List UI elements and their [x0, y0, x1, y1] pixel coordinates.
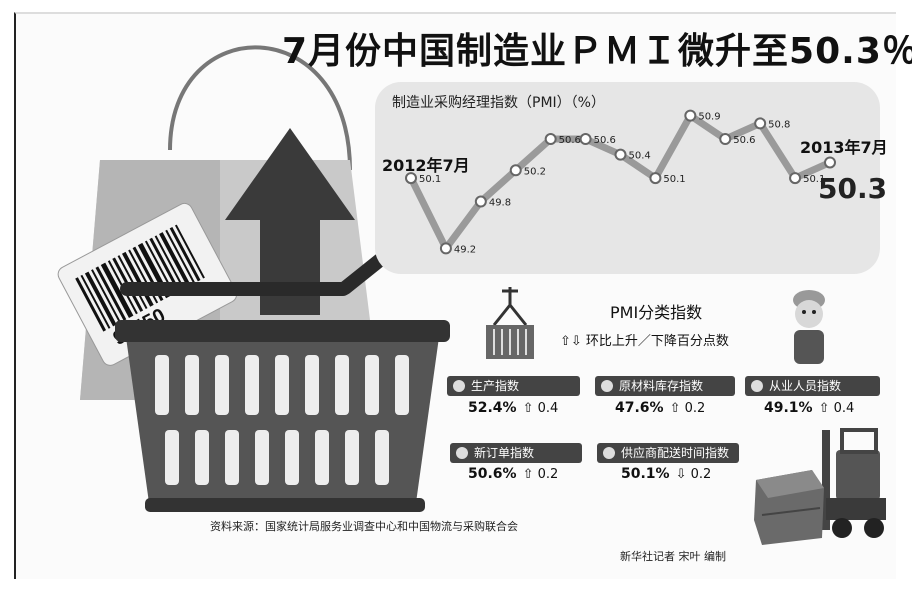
pmi-data-point	[684, 109, 697, 122]
pmi-data-point	[544, 133, 557, 146]
pmi-data-label: 49.8	[489, 198, 511, 209]
pmi-data-point	[649, 172, 662, 185]
end-value: 50.3	[818, 172, 888, 205]
end-label: 2013年7月	[800, 138, 888, 157]
pmi-data-label: 50.8	[768, 119, 790, 130]
pmi-data-label: 50.6	[559, 135, 581, 146]
forklift-illustration	[754, 428, 886, 545]
sub-index-title: PMI分类指数	[610, 303, 703, 322]
index-header-production: 生产指数	[447, 376, 580, 396]
pmi-data-point	[509, 164, 522, 177]
pmi-data-label: 50.6	[594, 135, 616, 146]
index-value-employment: 49.1% ⇧ 0.4	[764, 400, 855, 416]
pmi-line-chart: 50.1 49.2 49.8 50.2 50.6 50.6 50.4 50.1 50.9 50.6…	[405, 109, 836, 255]
pmi-data-label: 49.2	[454, 244, 476, 255]
up-arrow-icon: ⇧	[522, 467, 534, 482]
pmi-series-line	[407, 112, 832, 252]
pmi-data-point	[405, 172, 417, 185]
index-value-supplier-delivery: 50.1% ⇩ 0.2	[621, 466, 712, 482]
pmi-data-point	[719, 133, 732, 146]
shopping-basket-illustration: 93450	[57, 45, 450, 512]
container-crane-icon	[486, 287, 534, 359]
pmi-data-label: 50.4	[629, 151, 651, 162]
index-header-employment: 从业人员指数	[745, 376, 880, 396]
pmi-data-label: 50.1	[803, 174, 825, 185]
sub-index-note: ⇧⇩ 环比上升／下降百分点数	[560, 334, 729, 349]
index-value-raw-material-inventory: 47.6% ⇧ 0.2	[615, 400, 706, 416]
pmi-data-point	[614, 148, 627, 161]
pmi-data-label: 50.9	[698, 112, 720, 123]
credit: 新华社记者 宋叶 编制	[620, 550, 726, 563]
index-value-new-orders: 50.6% ⇧ 0.2	[468, 466, 559, 482]
pmi-data-label: 50.2	[524, 166, 546, 177]
pmi-data-label: 50.1	[663, 174, 685, 185]
start-label: 2012年7月	[382, 156, 470, 175]
index-header-supplier-delivery: 供应商配送时间指数	[597, 443, 739, 463]
worker-icon	[793, 290, 825, 364]
chart-title: 制造业采购经理指数（PMI）（%）	[392, 95, 605, 111]
pmi-data-point	[579, 133, 592, 146]
index-header-new-orders: 新订单指数	[450, 443, 582, 463]
index-value-production: 52.4% ⇧ 0.4	[468, 400, 559, 416]
pmi-data-label: 50.6	[733, 135, 755, 146]
data-source: 资料来源：国家统计局服务业调查中心和中国物流与采购联合会	[210, 520, 518, 533]
up-arrow-icon: ⇧	[669, 401, 681, 416]
pmi-data-point	[439, 242, 452, 255]
pmi-data-point	[789, 172, 802, 185]
down-arrow-icon: ⇩	[675, 467, 687, 482]
pmi-data-point	[474, 195, 487, 208]
pmi-data-label: 50.1	[419, 174, 441, 185]
up-arrow-icon: ⇧	[522, 401, 534, 416]
up-arrow-icon: ⇧	[818, 401, 830, 416]
index-header-raw-material-inventory: 原材料库存指数	[595, 376, 735, 396]
pmi-data-point	[754, 117, 767, 130]
pmi-data-point	[824, 156, 836, 169]
infographic-title: 7月份中国制造业ＰＭＩ微升至50.3％	[282, 31, 912, 72]
